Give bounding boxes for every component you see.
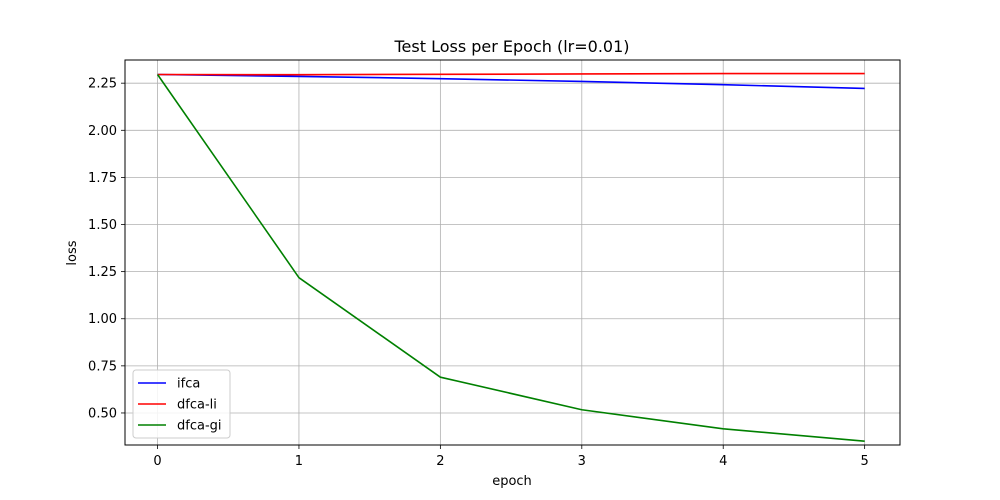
x-tick-label: 3 [578, 454, 586, 469]
x-tick-label: 1 [295, 454, 303, 469]
legend-label-ifca: ifca [177, 377, 200, 392]
series-line-dfca-gi [156, 74, 865, 443]
series-line-dfca-li [157, 72, 865, 76]
series-line-ifca [157, 73, 865, 90]
y-tick-label: 2.25 [88, 77, 117, 92]
grid [125, 60, 900, 445]
x-tick-label: 0 [153, 454, 161, 469]
y-tick-label: 0.75 [88, 359, 117, 374]
series-lines [156, 72, 865, 443]
legend-label-dfca-gi: dfca-gi [177, 419, 222, 434]
x-tick-label: 4 [719, 454, 727, 469]
legend: ifca dfca-li dfca-gi [132, 369, 231, 439]
plot-frame [124, 59, 901, 446]
y-tick-label: 1.75 [88, 171, 117, 186]
y-tick-label: 1.50 [88, 218, 117, 233]
y-axis-label: loss [65, 240, 80, 265]
chart-title: Test Loss per Epoch (lr=0.01) [393, 37, 629, 56]
legend-box [132, 369, 231, 439]
axis-ticks: 0 1 2 3 4 5 0.50 0.75 1.00 1.25 1.50 1.75 2.00 2.25 [88, 77, 869, 469]
y-tick-label: 1.25 [88, 265, 117, 280]
y-tick-label: 2.00 [88, 124, 117, 139]
x-axis-label: epoch [492, 474, 532, 489]
y-tick-label: 1.00 [88, 312, 117, 327]
y-tick-label: 0.50 [88, 406, 117, 421]
legend-label-dfca-li: dfca-li [177, 398, 217, 413]
x-tick-label: 5 [861, 454, 869, 469]
x-tick-label: 2 [436, 454, 444, 469]
